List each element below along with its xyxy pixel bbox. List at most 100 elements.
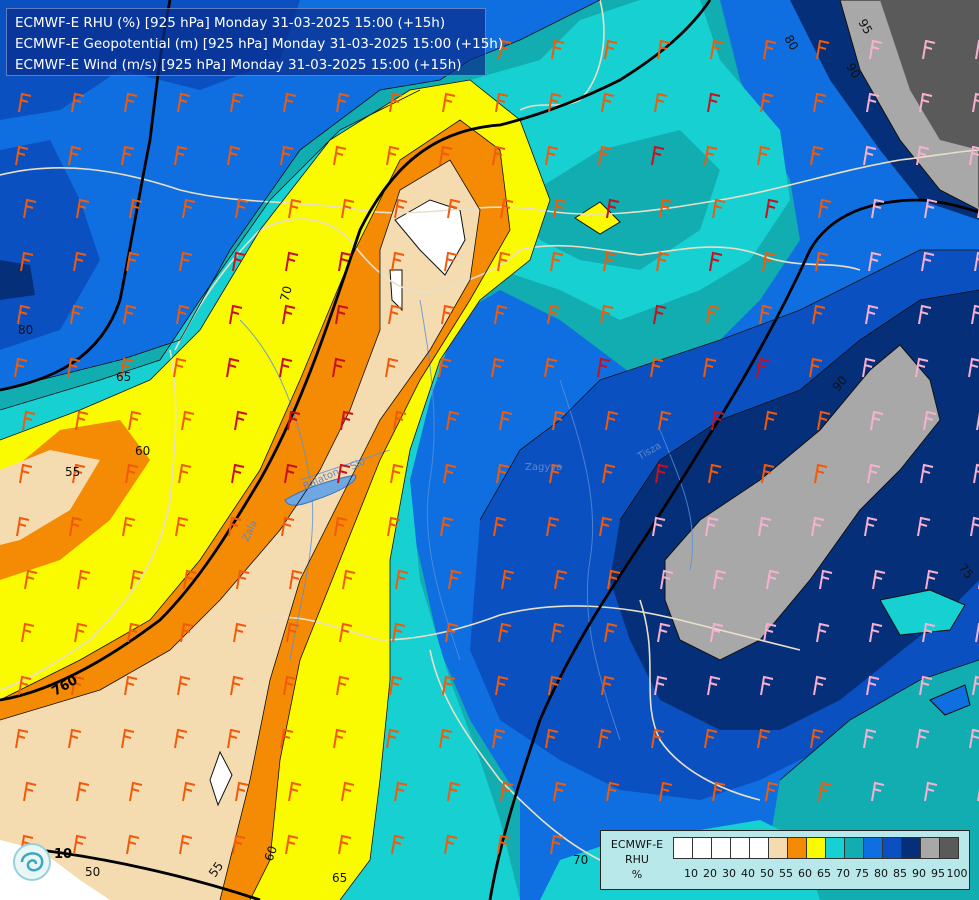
wind-barb xyxy=(340,410,354,431)
legend-swatch xyxy=(825,837,845,859)
wind-barb xyxy=(500,198,514,219)
wind-barb xyxy=(548,92,562,113)
contour-label: 95 xyxy=(855,17,875,37)
wind-barb xyxy=(872,569,886,590)
wind-barb xyxy=(228,516,242,537)
wind-barb xyxy=(394,781,408,802)
geopotential-label: 10 xyxy=(54,847,72,862)
wind-barb xyxy=(554,569,568,590)
wind-barb xyxy=(72,463,86,484)
legend-ticks: 10 20 30 40 50 55 60 65 70 75 80 85 90 95 100 xyxy=(673,867,973,881)
wind-barb xyxy=(924,781,938,802)
wind-barb xyxy=(924,198,938,219)
legend-swatch xyxy=(711,837,731,859)
wind-barb xyxy=(599,516,613,537)
rhu-field-100-ne xyxy=(880,0,979,150)
legend-swatch xyxy=(939,837,959,859)
wind-barb xyxy=(915,357,929,378)
legend-tick-label: 70 xyxy=(836,867,850,880)
rhu-field-90-w xyxy=(0,260,35,300)
wind-barb xyxy=(232,834,246,855)
wind-barb xyxy=(604,622,618,643)
legend-tick-label: 85 xyxy=(893,867,907,880)
wind-barb xyxy=(712,781,726,802)
wind-barb xyxy=(706,304,720,325)
legend-tick-label: 95 xyxy=(931,867,945,880)
wind-barb xyxy=(447,198,461,219)
wind-barb xyxy=(497,834,511,855)
wind-barb xyxy=(129,781,143,802)
wind-barb xyxy=(607,569,621,590)
wind-barb xyxy=(545,728,559,749)
contour-label: 50 xyxy=(85,865,100,879)
wind-barb xyxy=(179,834,193,855)
wind-barb xyxy=(173,357,187,378)
legend-swatch xyxy=(768,837,788,859)
wind-barb xyxy=(811,516,825,537)
wind-barb xyxy=(598,728,612,749)
wind-barb xyxy=(553,198,567,219)
legend-title-unit: % xyxy=(631,868,643,881)
wind-barb xyxy=(710,622,724,643)
wind-barb xyxy=(126,834,140,855)
wind-barb xyxy=(123,304,137,325)
wind-barb xyxy=(864,516,878,537)
rhu-field-65-patch xyxy=(574,201,621,235)
wind-barb xyxy=(602,463,616,484)
wind-barb xyxy=(870,410,884,431)
wind-barb xyxy=(925,569,939,590)
wind-barb xyxy=(442,675,456,696)
wind-barb xyxy=(707,675,721,696)
wind-barb xyxy=(865,304,879,325)
wind-barb xyxy=(288,198,302,219)
wind-barb xyxy=(655,463,669,484)
wind-barb xyxy=(606,198,620,219)
wind-barb xyxy=(759,304,773,325)
wind-barb xyxy=(182,198,196,219)
wind-barb xyxy=(601,675,615,696)
wind-barb xyxy=(758,516,772,537)
legend-tick-label: 90 xyxy=(912,867,926,880)
wind-barb xyxy=(24,569,38,590)
wind-barb xyxy=(501,569,515,590)
wind-barb xyxy=(544,357,558,378)
wind-barb xyxy=(549,463,563,484)
wind-barb xyxy=(181,410,195,431)
wind-barb xyxy=(333,728,347,749)
wind-barb xyxy=(605,410,619,431)
wind-barb xyxy=(332,357,346,378)
wind-barb xyxy=(289,569,303,590)
wind-barb xyxy=(438,357,452,378)
wind-barb xyxy=(285,251,299,272)
contour-label: 80 xyxy=(781,33,801,53)
wind-barb xyxy=(392,622,406,643)
legend-title-model: ECMWF-E xyxy=(610,838,664,851)
legend-title-variable: RHU xyxy=(625,853,649,866)
wind-barb xyxy=(70,304,84,325)
wind-barb xyxy=(182,781,196,802)
wind-barb xyxy=(122,516,136,537)
rhu-field-80-se-patch xyxy=(929,684,971,716)
wind-barb xyxy=(766,569,780,590)
wind-barb xyxy=(495,675,509,696)
legend-swatch xyxy=(844,837,864,859)
legend-tick-label: 55 xyxy=(779,867,793,880)
wind-barb xyxy=(495,92,509,113)
legend-tick-label: 20 xyxy=(703,867,717,880)
wind-barb xyxy=(704,728,718,749)
contour-label: 70 xyxy=(573,853,588,867)
title-line-rhu: ECMWF-E RHU (%) [925 hPa] Monday 31-03-2… xyxy=(15,15,446,31)
wind-barb xyxy=(552,410,566,431)
wind-barb xyxy=(23,198,37,219)
wind-barb xyxy=(653,304,667,325)
wind-barb xyxy=(283,675,297,696)
wind-barb xyxy=(973,463,979,484)
wind-barb xyxy=(338,251,352,272)
wind-barb xyxy=(74,622,88,643)
wind-barb xyxy=(550,251,564,272)
wind-barb xyxy=(68,145,82,166)
wind-barb xyxy=(394,198,408,219)
wind-barb xyxy=(550,834,564,855)
wind-barb xyxy=(597,357,611,378)
